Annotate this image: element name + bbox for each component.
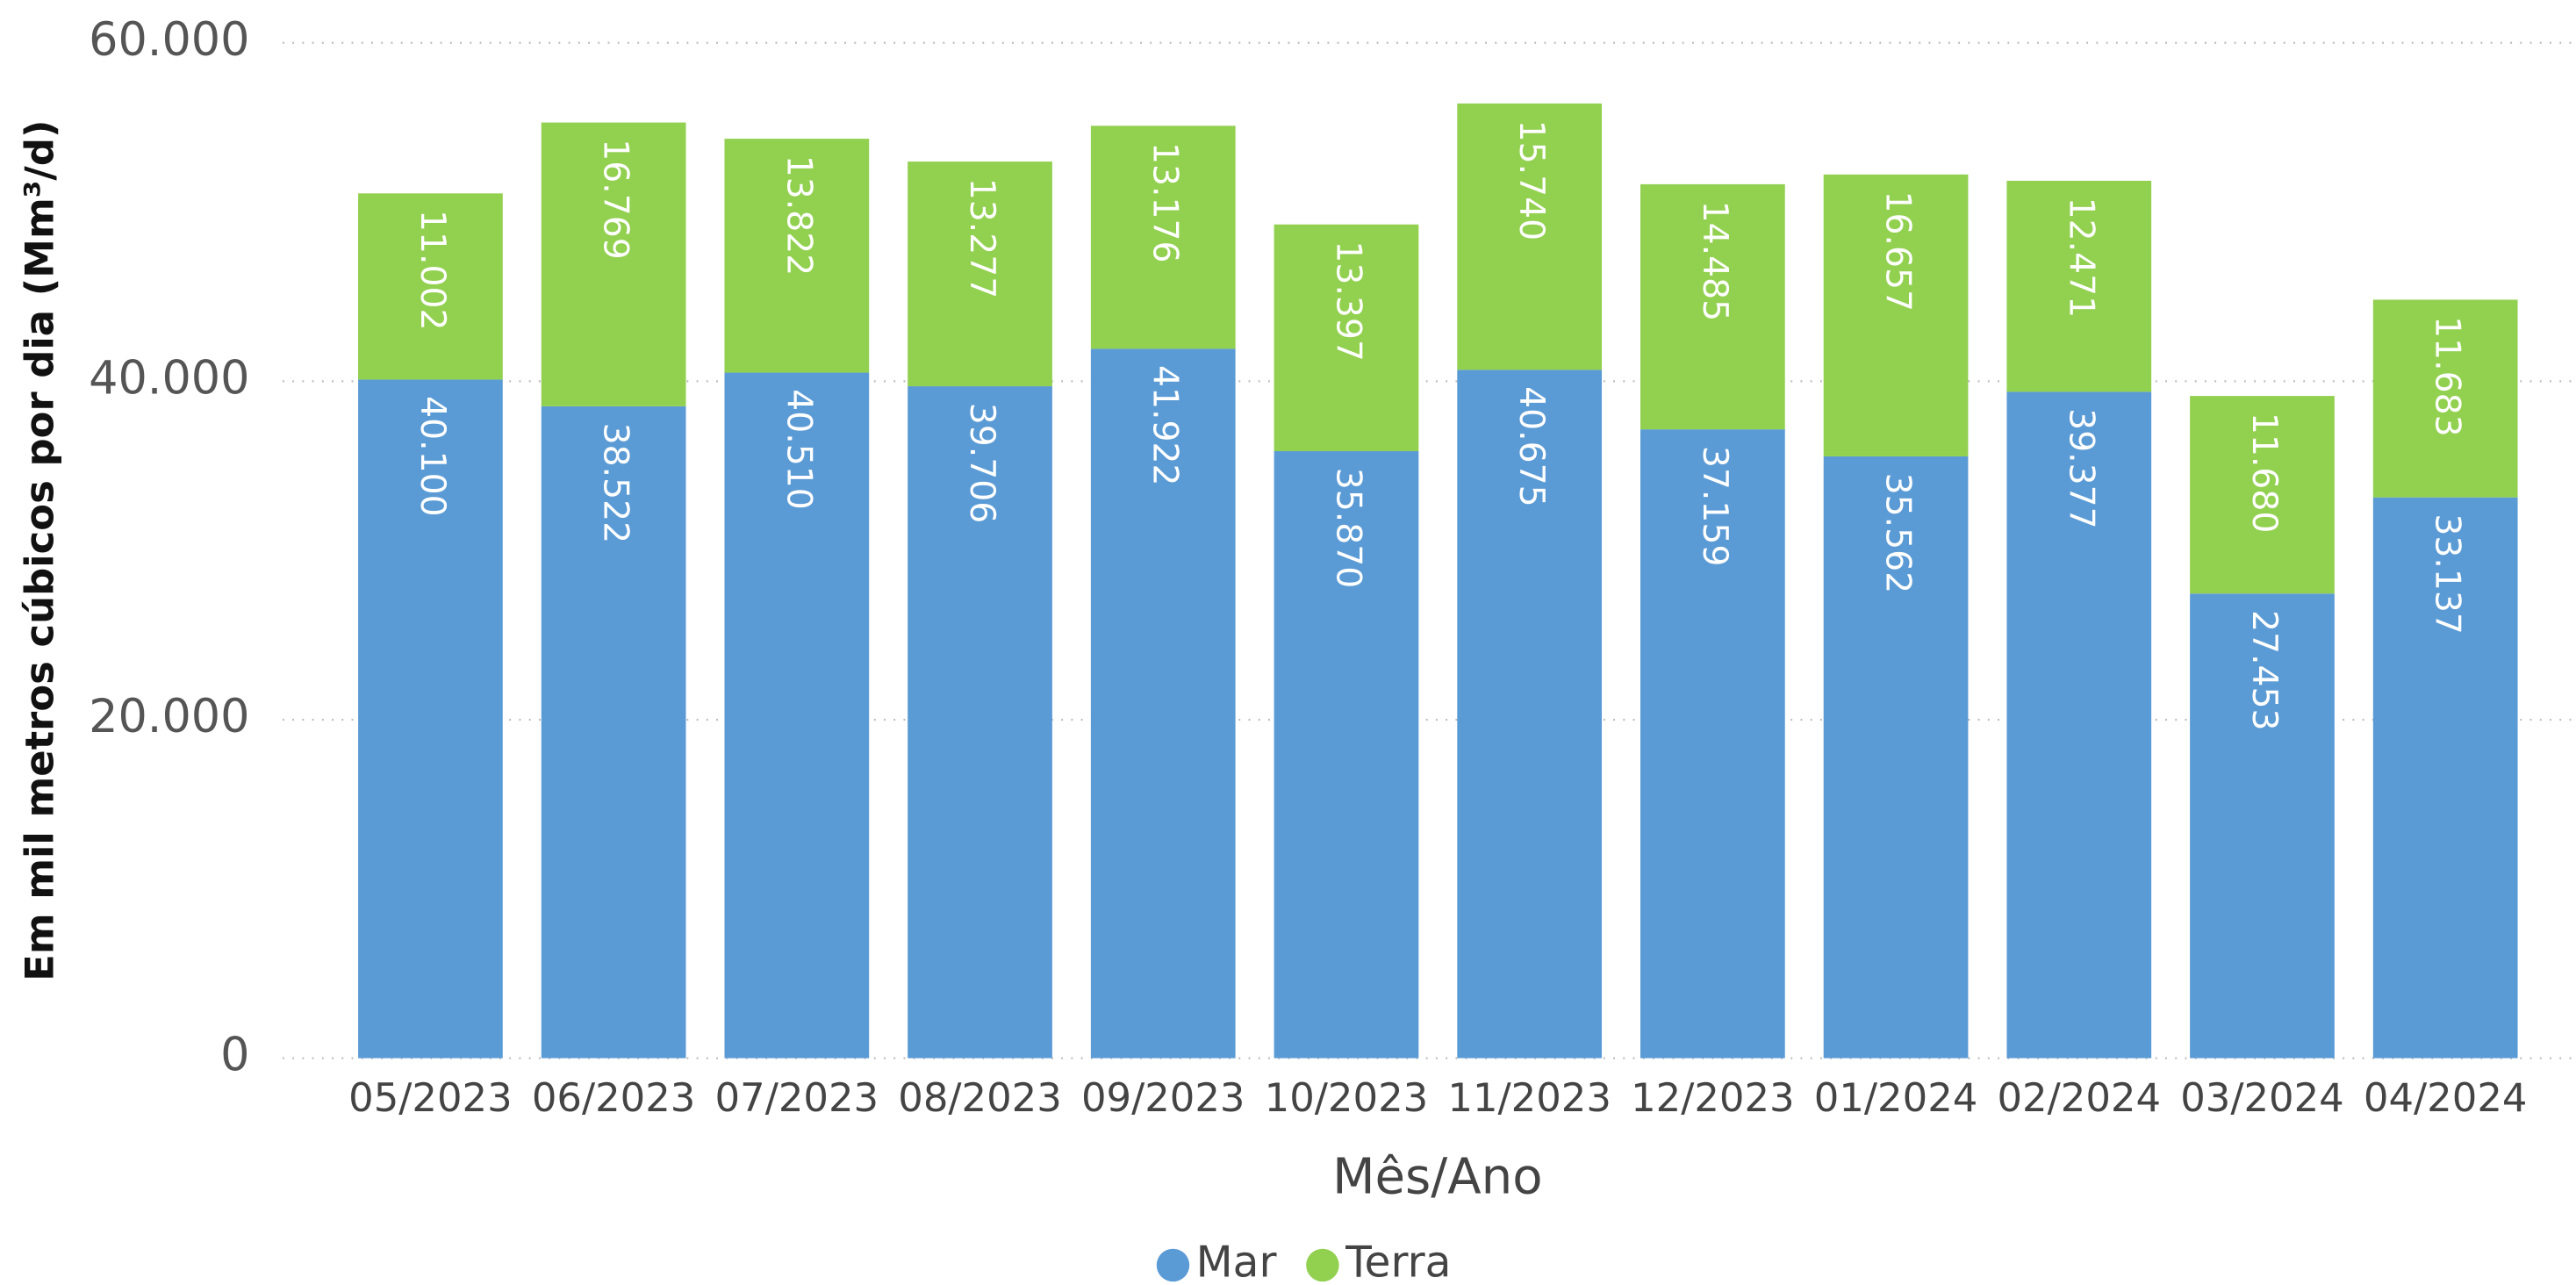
legend-label: Terra [1345, 1238, 1451, 1285]
bar-segment [1457, 370, 1603, 1059]
x-tick-label: 06/2023 [532, 1074, 696, 1121]
value-label: 16.769 [596, 139, 635, 260]
value-label: 27.453 [2244, 610, 2284, 731]
value-label: 37.159 [1695, 446, 1734, 567]
value-label: 11.002 [413, 210, 452, 331]
bar-segment [2006, 391, 2152, 1059]
bar-segment [2190, 396, 2335, 594]
value-label: 40.510 [779, 389, 818, 510]
x-tick-label: 10/2023 [1265, 1074, 1429, 1121]
y-tick-label: 0 [220, 1029, 249, 1082]
bar-segment [1274, 224, 1419, 452]
bar-segment [358, 193, 503, 380]
legend-label: Mar [1196, 1238, 1277, 1285]
bar-segment [2190, 593, 2335, 1059]
value-label: 14.485 [1695, 201, 1734, 322]
bar-segment [541, 406, 686, 1059]
x-tick-label: 04/2024 [2364, 1074, 2528, 1121]
y-tick-label: 60.000 [89, 13, 249, 67]
value-label: 39.706 [962, 403, 1001, 524]
x-tick-label: 09/2023 [1081, 1074, 1245, 1121]
x-tick-label: 05/2023 [348, 1074, 513, 1121]
value-label: 11.680 [2244, 413, 2284, 534]
value-label: 40.675 [1511, 386, 1551, 507]
bar-segment [908, 162, 1052, 387]
bar-segment [724, 372, 870, 1059]
bar-segment [724, 139, 870, 373]
x-tick-label: 07/2023 [715, 1074, 879, 1121]
value-label: 13.397 [1328, 240, 1367, 362]
value-label: 13.176 [1145, 142, 1185, 263]
bar-segment [908, 386, 1052, 1059]
y-axis-title: Em mil metros cúbicos por dia (Mm³/d) [17, 120, 63, 981]
x-tick-label: 12/2023 [1631, 1074, 1795, 1121]
x-tick-label: 02/2024 [1997, 1074, 2161, 1121]
value-label: 39.377 [2061, 408, 2100, 529]
value-label: 15.740 [1511, 120, 1551, 241]
x-tick-label: 03/2024 [2180, 1074, 2344, 1121]
bar-segment [1090, 126, 1236, 349]
x-tick-label: 08/2023 [898, 1074, 1062, 1121]
value-label: 13.277 [962, 178, 1001, 299]
x-tick-label: 11/2023 [1447, 1074, 1611, 1121]
x-tick-label: 01/2024 [1814, 1074, 1978, 1121]
value-label: 33.137 [2428, 513, 2467, 635]
bar-segment [1090, 348, 1236, 1059]
bar-segment [358, 379, 503, 1059]
value-label: 35.562 [1878, 473, 1918, 594]
value-label: 13.822 [779, 155, 818, 276]
value-label: 35.870 [1328, 468, 1367, 589]
y-tick-label: 20.000 [89, 690, 249, 743]
bar-segment [1640, 183, 1785, 430]
value-label: 38.522 [596, 423, 635, 544]
value-label: 12.471 [2061, 197, 2100, 319]
bar-segment [1457, 103, 1603, 370]
value-label: 16.657 [1878, 191, 1918, 312]
value-label: 11.683 [2428, 316, 2467, 437]
legend-marker [1156, 1248, 1190, 1282]
bar-segment [541, 122, 686, 406]
y-tick-label: 40.000 [89, 351, 249, 405]
bar-segment [1823, 174, 1969, 456]
bar-segment [2006, 180, 2152, 392]
bar-segment [2372, 497, 2518, 1059]
value-label: 40.100 [413, 396, 452, 517]
value-label: 41.922 [1145, 365, 1185, 486]
bar-segment [1274, 451, 1419, 1059]
x-axis-title: Mês/Ano [1332, 1149, 1542, 1206]
legend-marker [1306, 1248, 1339, 1282]
bar-segment [1823, 456, 1969, 1059]
bar-segment [2372, 299, 2518, 498]
bar-segment [1640, 429, 1785, 1059]
